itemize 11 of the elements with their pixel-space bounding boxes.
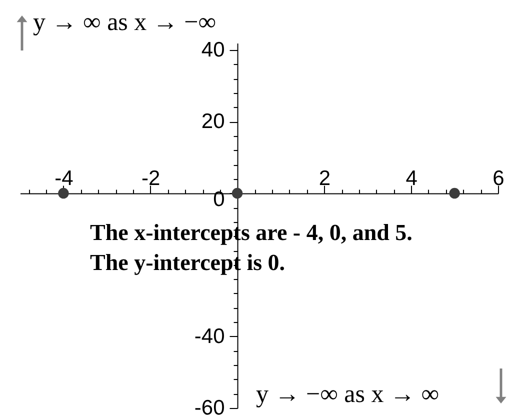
y-tick-label: 40 bbox=[201, 38, 225, 62]
x-tick-label: 2 bbox=[318, 166, 331, 190]
x-tick-label: 6 bbox=[492, 166, 504, 190]
annotation: y → −∞ as x → ∞ bbox=[256, 381, 440, 408]
x-tick-label: -2 bbox=[142, 166, 160, 190]
y-tick-label: 20 bbox=[201, 110, 225, 134]
x-tick-label: -4 bbox=[54, 166, 74, 190]
y-tick-label: -60 bbox=[194, 396, 225, 415]
x-tick-label: 4 bbox=[406, 166, 418, 190]
text: y → ∞ as x → −∞ bbox=[33, 9, 216, 36]
y-tick-label: -40 bbox=[194, 324, 225, 348]
